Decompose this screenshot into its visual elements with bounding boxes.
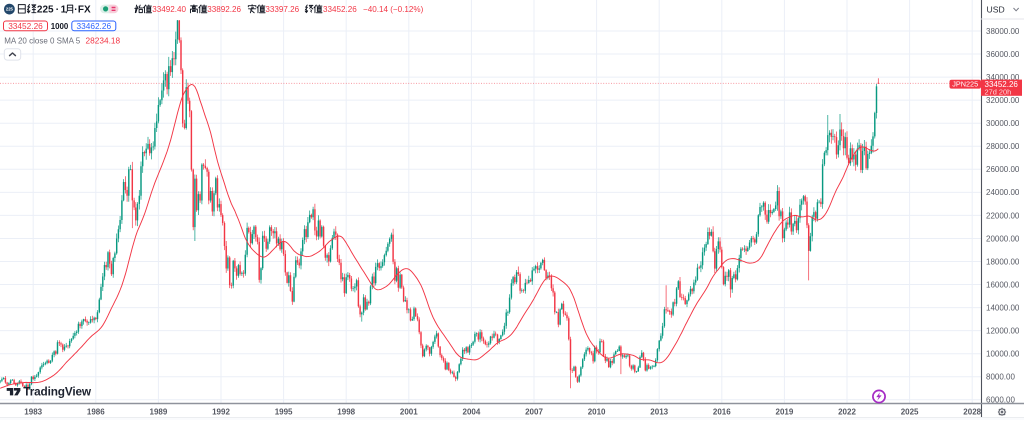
- svg-text:2001: 2001: [400, 407, 418, 416]
- svg-text:33492.40: 33492.40: [152, 5, 186, 14]
- svg-text:27d 20h: 27d 20h: [985, 87, 1012, 96]
- svg-text:TradingView: TradingView: [23, 384, 92, 398]
- svg-text:33452.26: 33452.26: [985, 80, 1019, 89]
- svg-text:1995: 1995: [275, 407, 293, 416]
- svg-text:1989: 1989: [150, 407, 168, 416]
- svg-text:10000.00: 10000.00: [986, 350, 1020, 359]
- svg-text:2004: 2004: [463, 407, 481, 416]
- svg-text:FX: FX: [78, 4, 91, 15]
- svg-text:33452.26: 33452.26: [8, 21, 43, 31]
- svg-text:1986: 1986: [87, 407, 105, 416]
- svg-text:2022: 2022: [838, 407, 856, 416]
- svg-text:2010: 2010: [588, 407, 606, 416]
- svg-text:26000.00: 26000.00: [986, 165, 1020, 174]
- svg-text:33452.26: 33452.26: [323, 5, 357, 14]
- svg-text:24000.00: 24000.00: [986, 188, 1020, 197]
- svg-text:−40.14 (−0.12%): −40.14 (−0.12%): [363, 5, 424, 14]
- svg-text:32000.00: 32000.00: [986, 96, 1020, 105]
- svg-text:1983: 1983: [24, 407, 42, 416]
- svg-text:1000: 1000: [51, 22, 69, 31]
- svg-text:2019: 2019: [776, 407, 794, 416]
- svg-text:225: 225: [37, 4, 54, 15]
- svg-text:12000.00: 12000.00: [986, 327, 1020, 336]
- svg-text:33462.26: 33462.26: [76, 21, 111, 31]
- svg-text:1998: 1998: [337, 407, 355, 416]
- svg-text:1: 1: [61, 4, 67, 15]
- svg-text:2025: 2025: [901, 407, 919, 416]
- svg-text:1992: 1992: [212, 407, 230, 416]
- svg-text:6000.00: 6000.00: [986, 396, 1015, 405]
- svg-text:36000.00: 36000.00: [986, 50, 1020, 59]
- svg-text:8000.00: 8000.00: [986, 373, 1015, 382]
- svg-text:JPN225: JPN225: [952, 80, 978, 89]
- svg-text:28000.00: 28000.00: [986, 142, 1020, 151]
- svg-text:38000.00: 38000.00: [986, 27, 1020, 36]
- svg-text:·: ·: [56, 4, 59, 15]
- svg-text:225: 225: [6, 7, 14, 12]
- svg-text:22000.00: 22000.00: [986, 211, 1020, 220]
- svg-text:28234.18: 28234.18: [86, 35, 121, 45]
- svg-text:·: ·: [74, 4, 77, 15]
- svg-text:16000.00: 16000.00: [986, 280, 1020, 289]
- svg-text:MA 20 close 0 SMA 5: MA 20 close 0 SMA 5: [4, 36, 81, 45]
- svg-text:20000.00: 20000.00: [986, 234, 1020, 243]
- svg-text:30000.00: 30000.00: [986, 119, 1020, 128]
- svg-text:18000.00: 18000.00: [986, 257, 1020, 266]
- svg-text:2013: 2013: [650, 407, 668, 416]
- svg-text:USD: USD: [987, 5, 1005, 15]
- svg-text:2016: 2016: [713, 407, 731, 416]
- svg-text:2028: 2028: [963, 407, 981, 416]
- svg-text:2007: 2007: [525, 407, 543, 416]
- svg-text:33397.26: 33397.26: [265, 5, 299, 14]
- svg-text:34000.00: 34000.00: [986, 73, 1020, 82]
- svg-text:14000.00: 14000.00: [986, 304, 1020, 313]
- svg-text:33892.26: 33892.26: [207, 5, 241, 14]
